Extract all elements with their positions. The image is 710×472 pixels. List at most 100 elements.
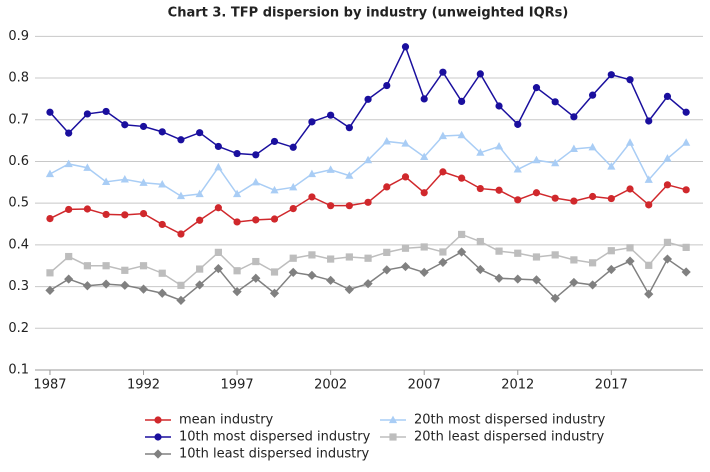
marker [270, 215, 279, 223]
x-tick-label: 2012 [501, 378, 534, 393]
marker [102, 177, 111, 185]
marker [420, 95, 428, 103]
marker [439, 248, 447, 256]
marker [682, 186, 690, 194]
marker [120, 280, 130, 290]
marker [569, 144, 578, 153]
marker [102, 107, 110, 116]
marker [83, 163, 92, 171]
marker [662, 254, 673, 264]
chart-title: Chart 3. TFP dispersion by industry (unw… [168, 6, 569, 21]
marker [327, 202, 335, 210]
marker [514, 196, 522, 204]
marker [139, 209, 148, 218]
marker [65, 205, 73, 214]
marker [344, 284, 354, 295]
marker [121, 266, 129, 274]
marker [607, 71, 615, 79]
marker [458, 97, 466, 106]
marker [46, 215, 54, 223]
marker [308, 118, 316, 126]
marker [326, 275, 336, 285]
marker [139, 178, 148, 186]
marker [83, 262, 91, 270]
marker [439, 68, 447, 76]
marker [513, 274, 523, 284]
marker [495, 247, 503, 255]
x-tick-label: 1997 [221, 378, 254, 393]
marker [196, 129, 204, 137]
marker [270, 185, 279, 194]
x-tick-label: 1987 [33, 378, 66, 393]
marker [420, 189, 428, 197]
y-tick-label: 0.2 [8, 321, 29, 336]
y-tick-label: 0.3 [8, 279, 29, 294]
marker [644, 175, 653, 183]
marker [626, 244, 634, 252]
legend-label: 10th least dispersed industry [179, 447, 370, 462]
marker [64, 159, 73, 168]
marker [494, 273, 504, 283]
marker [682, 138, 691, 146]
marker [46, 269, 54, 277]
marker [570, 256, 578, 264]
y-tick-label: 0.8 [8, 71, 29, 86]
marker [458, 230, 466, 239]
marker [158, 128, 166, 136]
marker [121, 211, 129, 219]
marker [588, 280, 598, 290]
marker [289, 204, 297, 213]
marker [326, 165, 335, 173]
marker [682, 108, 690, 116]
marker [663, 154, 672, 162]
marker [551, 98, 559, 106]
y-tick-label: 0.4 [8, 237, 29, 252]
marker [682, 243, 690, 251]
marker [251, 177, 260, 186]
marker [158, 220, 166, 229]
marker [607, 247, 615, 255]
marker [270, 137, 279, 146]
marker [495, 186, 503, 194]
marker [514, 249, 522, 257]
series-line [49, 134, 687, 197]
marker [663, 238, 672, 246]
marker [476, 184, 484, 193]
marker [214, 204, 222, 212]
marker [383, 248, 391, 256]
marker [64, 274, 74, 284]
marker [121, 121, 129, 129]
marker [607, 162, 616, 170]
marker [550, 293, 560, 303]
marker [363, 279, 373, 289]
legend-marker [389, 433, 397, 441]
y-tick-label: 0.7 [8, 112, 29, 127]
marker [400, 261, 411, 272]
marker [65, 129, 73, 137]
legend-label: 20th most dispersed industry [414, 413, 606, 428]
marker [176, 191, 186, 200]
marker [626, 185, 634, 193]
marker [101, 279, 111, 289]
marker [457, 130, 466, 139]
marker [364, 198, 372, 206]
marker [307, 169, 317, 178]
marker [195, 189, 204, 198]
x-tick-label: 2002 [314, 378, 347, 393]
marker [363, 155, 373, 164]
marker [551, 194, 559, 202]
marker [289, 182, 298, 191]
marker [177, 230, 185, 238]
marker [626, 76, 634, 84]
marker [307, 270, 317, 280]
marker [45, 285, 55, 295]
marker [158, 269, 166, 277]
marker [364, 95, 372, 103]
y-tick-label: 0.9 [8, 29, 29, 44]
marker [289, 143, 297, 151]
marker [476, 237, 484, 246]
legend-label: 10th most dispersed industry [179, 430, 371, 445]
marker [644, 289, 654, 299]
marker [419, 267, 429, 278]
marker [607, 194, 615, 203]
